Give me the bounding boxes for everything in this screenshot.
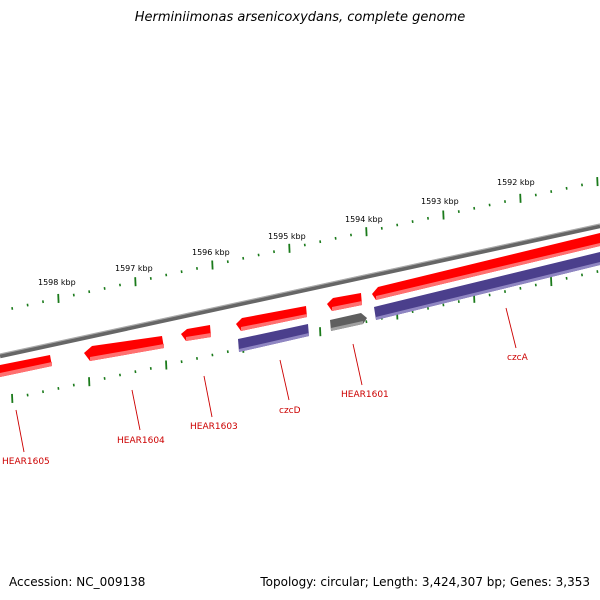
gene-label-hear1605: HEAR1605 <box>2 457 50 467</box>
accession-text: Accession: NC_009138 <box>9 575 146 589</box>
gene-leader-lines <box>15 307 517 453</box>
scale-label-1593: 1593 kbp <box>421 197 459 206</box>
gene-czcd-forward[interactable] <box>236 306 307 331</box>
scale-label-1597: 1597 kbp <box>115 264 153 273</box>
scale-label-1594: 1594 kbp <box>345 215 383 224</box>
gene-label-hear1601: HEAR1601 <box>341 390 389 400</box>
gene-hear1604[interactable] <box>84 336 164 361</box>
gene-label-czca: czcA <box>507 353 529 363</box>
scale-label-1596: 1596 kbp <box>192 248 230 257</box>
gene-czca-reverse[interactable] <box>374 252 600 320</box>
gene-hear1603[interactable] <box>181 325 211 341</box>
scale-label-1592: 1592 kbp <box>497 178 535 187</box>
genome-backbone <box>0 223 600 359</box>
gene-label-czcd: czcD <box>279 406 301 416</box>
topology-text: Topology: circular; Length: 3,424,307 bp… <box>260 575 590 589</box>
gene-hear1605[interactable] <box>0 355 52 377</box>
scale-label-1595: 1595 kbp <box>268 232 306 241</box>
gene-hear1601-reverse[interactable] <box>330 313 367 331</box>
gene-label-hear1603: HEAR1603 <box>190 422 238 432</box>
gene-czcd-reverse[interactable] <box>238 324 309 352</box>
scale-tick-track <box>11 177 599 310</box>
scale-label-1598: 1598 kbp <box>38 278 76 287</box>
genome-title: Herminiimonas arsenicoxydans, complete g… <box>134 10 466 25</box>
gene-czca-forward[interactable] <box>372 233 600 300</box>
gene-label-hear1604: HEAR1604 <box>117 436 165 446</box>
gene-hear1601[interactable] <box>327 293 362 311</box>
